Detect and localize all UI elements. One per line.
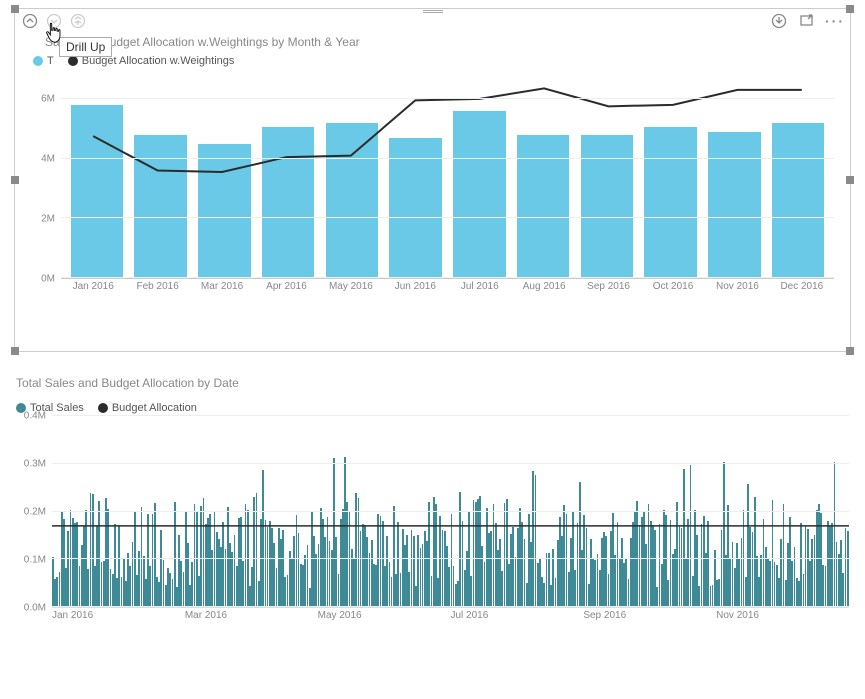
drill-up-icon[interactable] [21, 12, 39, 30]
x-tick-label: Jan 2016 [61, 281, 125, 299]
legend-swatch [33, 56, 43, 66]
chart-title: Total Sales and Budget Allocation by Dat… [12, 376, 853, 396]
x-tick-label: Jul 2016 [450, 610, 583, 626]
resize-handle[interactable] [846, 347, 854, 355]
plot-area [61, 69, 834, 279]
drill-mode-icon[interactable] [770, 12, 788, 30]
visual-monthly[interactable]: ··· Drill Up Sales and Budget Allocation… [14, 8, 851, 352]
x-tick-label: Jul 2016 [448, 281, 512, 299]
plot-area [52, 416, 849, 608]
legend-label: Budget Allocation [112, 402, 197, 414]
resize-handle[interactable] [11, 5, 19, 13]
legend-swatch [98, 403, 108, 413]
y-tick-label: 4M [41, 154, 55, 165]
expand-next-level-icon[interactable] [69, 12, 87, 30]
chart-title: Sales and Budget Allocation w.Weightings… [15, 33, 850, 49]
resize-handle[interactable] [11, 176, 19, 184]
y-tick-label: 2M [41, 214, 55, 225]
y-tick-label: 6M [41, 94, 55, 105]
x-tick-label: Sep 2016 [576, 281, 640, 299]
x-tick-label: Feb 2016 [125, 281, 189, 299]
x-tick-label: Oct 2016 [641, 281, 705, 299]
x-tick-label: Dec 2016 [770, 281, 834, 299]
legend-item[interactable]: Budget Allocation [98, 402, 197, 414]
x-axis: Jan 2016Mar 2016May 2016Jul 2016Sep 2016… [52, 610, 849, 626]
y-tick-label: 0.1M [24, 555, 46, 566]
legend-item[interactable]: T [33, 55, 54, 67]
y-tick-label: 0.2M [24, 507, 46, 518]
focus-mode-icon[interactable] [798, 12, 816, 30]
resize-handle[interactable] [11, 347, 19, 355]
y-tick-label: 0M [41, 274, 55, 285]
chart-area: 0.0M0.1M0.2M0.3M0.4M Jan 2016Mar 2016May… [14, 416, 851, 626]
x-tick-label: Aug 2016 [512, 281, 576, 299]
budget-line[interactable] [93, 88, 802, 172]
y-tick-label: 0.0M [24, 603, 46, 614]
line-series [61, 69, 834, 278]
x-tick-label: Sep 2016 [583, 610, 716, 626]
y-axis: 0M2M4M6M [29, 69, 59, 279]
y-tick-label: 0.3M [24, 459, 46, 470]
x-tick-label: May 2016 [318, 610, 451, 626]
visual-daily: Total Sales and Budget Allocation by Dat… [0, 376, 865, 626]
x-axis: Jan 2016Feb 2016Mar 2016Apr 2016May 2016… [61, 281, 834, 299]
x-tick-label: Nov 2016 [716, 610, 849, 626]
x-tick-label: Jun 2016 [383, 281, 447, 299]
y-axis: 0.0M0.1M0.2M0.3M0.4M [14, 416, 50, 608]
legend: TBudget Allocation w.Weightings [15, 49, 850, 69]
tooltip: Drill Up [59, 37, 112, 57]
x-tick-label: Nov 2016 [705, 281, 769, 299]
chart-area: 0M 2M 4M 6M Jan 2016Feb 2016Mar 2016Apr 201… [29, 69, 836, 299]
y-tick-label: 0.4M [24, 411, 46, 422]
x-tick-label: Mar 2016 [185, 610, 318, 626]
x-tick-label: Mar 2016 [190, 281, 254, 299]
x-tick-label: Apr 2016 [254, 281, 318, 299]
legend-label: T [47, 55, 54, 67]
legend-swatch [68, 56, 78, 66]
x-tick-label: May 2016 [319, 281, 383, 299]
drill-down-icon[interactable] [45, 12, 63, 30]
more-options-icon[interactable]: ··· [826, 12, 844, 30]
resize-handle[interactable] [846, 176, 854, 184]
resize-handle[interactable] [846, 5, 854, 13]
x-tick-label: Jan 2016 [52, 610, 185, 626]
drag-handle[interactable] [423, 8, 443, 14]
legend: Total SalesBudget Allocation [12, 396, 853, 416]
line-series [52, 416, 849, 607]
